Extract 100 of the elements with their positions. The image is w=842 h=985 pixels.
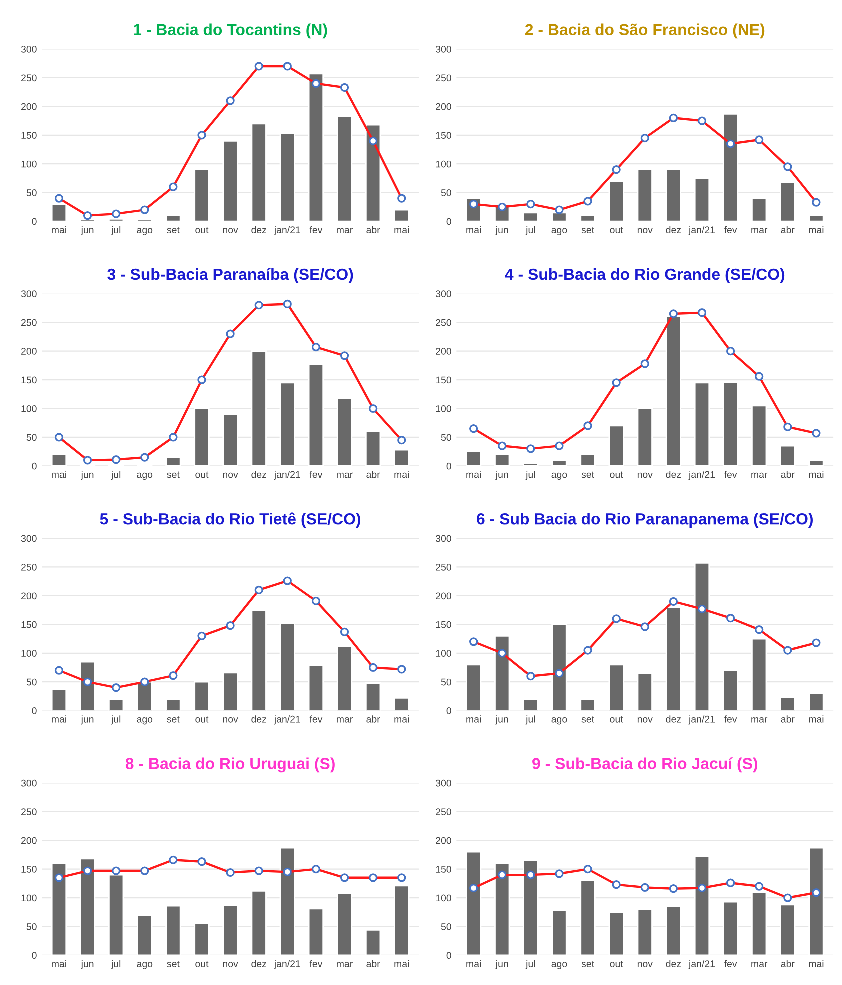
x-tick-label: abr: [781, 226, 795, 234]
bar: [222, 414, 238, 466]
bar: [523, 212, 539, 222]
x-tick-label: mai: [394, 471, 410, 478]
chart-title: 8 - Bacia do Rio Uruguai (S): [126, 758, 335, 773]
y-tick-label: 300: [21, 780, 37, 787]
bar: [552, 624, 568, 711]
x-tick-label: abr: [781, 716, 795, 723]
x-tick-label: mai: [809, 716, 824, 723]
bar: [552, 460, 568, 466]
y-tick-label: 50: [441, 434, 452, 442]
x-tick-label: abr: [781, 471, 795, 478]
bar: [466, 851, 482, 956]
bar: [222, 904, 238, 956]
x-tick-label: jul: [526, 716, 536, 725]
bar: [280, 132, 296, 222]
y-tick-label: 150: [22, 621, 37, 628]
y-tick-label: 300: [436, 46, 452, 53]
bar: [580, 215, 596, 222]
x-tick-label: nov: [638, 228, 653, 234]
x-tick-label: mai: [809, 226, 824, 234]
y-tick-label: 150: [436, 621, 452, 628]
x-tick-label: jul: [111, 226, 121, 236]
bar: [251, 350, 267, 466]
x-tick-label: nov: [223, 228, 238, 234]
bar: [308, 908, 324, 956]
y-tick-label: 0: [32, 218, 37, 226]
x-tick-label: mai: [52, 960, 66, 968]
y-tick-label: 250: [436, 808, 452, 816]
x-tick-label: dez: [252, 471, 266, 478]
y-tick-label: 200: [22, 592, 37, 600]
y-tick-label: 100: [22, 650, 37, 657]
x-tick-label: fev: [310, 471, 323, 478]
bar: [336, 892, 353, 956]
x-tick-label: jul: [111, 716, 121, 725]
x-tick-label: mai: [394, 960, 410, 968]
bar: [365, 682, 382, 711]
bar: [336, 116, 353, 222]
chart-title: 5 - Sub-Bacia do Rio Tietê (SE/CO): [100, 512, 361, 528]
y-tick-label: 250: [436, 319, 452, 326]
y-tick-label: 0: [446, 708, 452, 714]
y-tick-label: 200: [22, 837, 37, 844]
x-tick-label: fev: [724, 716, 738, 723]
bar: [394, 449, 410, 466]
bar: [394, 697, 410, 711]
bar: [608, 180, 624, 222]
bar: [194, 681, 210, 711]
x-tick-label: mai: [394, 716, 410, 723]
y-tick-label: 200: [436, 103, 452, 110]
x-tick-label: jul: [526, 960, 536, 970]
bar: [580, 454, 596, 466]
x-tick-label: dez: [666, 226, 682, 234]
x-tick-label: mai: [466, 716, 481, 723]
bar: [137, 914, 153, 956]
bar: [694, 562, 710, 711]
y-tick-label: 200: [436, 348, 452, 355]
bar: [608, 912, 624, 956]
bar: [666, 169, 682, 222]
x-tick-label: out: [196, 716, 209, 723]
x-tick-label: jan/21: [274, 716, 300, 725]
y-tick-label: 0: [446, 218, 452, 226]
y-tick-label: 50: [26, 190, 37, 196]
bar: [752, 638, 768, 711]
y-tick-label: 100: [436, 650, 452, 657]
y-tick-label: 200: [436, 592, 452, 600]
x-tick-label: set: [582, 961, 594, 968]
x-tick-label: ago: [137, 472, 153, 480]
x-tick-label: nov: [638, 472, 653, 478]
x-tick-label: jun: [81, 960, 94, 970]
y-tick-label: 100: [22, 405, 37, 412]
y-tick-label: 50: [441, 190, 452, 196]
x-tick-label: dez: [666, 960, 682, 968]
x-tick-label: abr: [366, 226, 380, 234]
bar: [694, 856, 710, 956]
y-tick-label: 100: [436, 160, 452, 168]
y-tick-label: 150: [436, 132, 452, 140]
x-tick-label: mai: [52, 716, 66, 723]
x-tick-label: set: [167, 227, 180, 234]
x-tick-label: jun: [496, 960, 508, 970]
bar: [608, 425, 624, 466]
x-tick-label: abr: [366, 716, 380, 723]
x-tick-label: out: [610, 227, 624, 234]
x-tick-label: fev: [724, 226, 738, 234]
x-tick-label: jan/21: [688, 226, 716, 236]
bar: [780, 696, 796, 711]
x-tick-label: nov: [223, 472, 238, 478]
y-tick-label: 250: [22, 319, 37, 326]
x-tick-label: fev: [724, 471, 738, 478]
bar: [51, 454, 68, 466]
bar: [494, 454, 510, 466]
bar: [722, 901, 739, 956]
x-tick-label: out: [610, 716, 624, 723]
chart-title: 1 - Bacia do Tocantins (N): [134, 24, 328, 39]
y-tick-label: 0: [446, 462, 452, 470]
bar: [780, 445, 796, 466]
x-tick-label: mar: [752, 228, 768, 234]
x-tick-label: mar: [337, 717, 353, 723]
x-tick-label: mai: [809, 960, 824, 968]
x-tick-label: dez: [252, 226, 266, 234]
bar: [808, 460, 824, 466]
